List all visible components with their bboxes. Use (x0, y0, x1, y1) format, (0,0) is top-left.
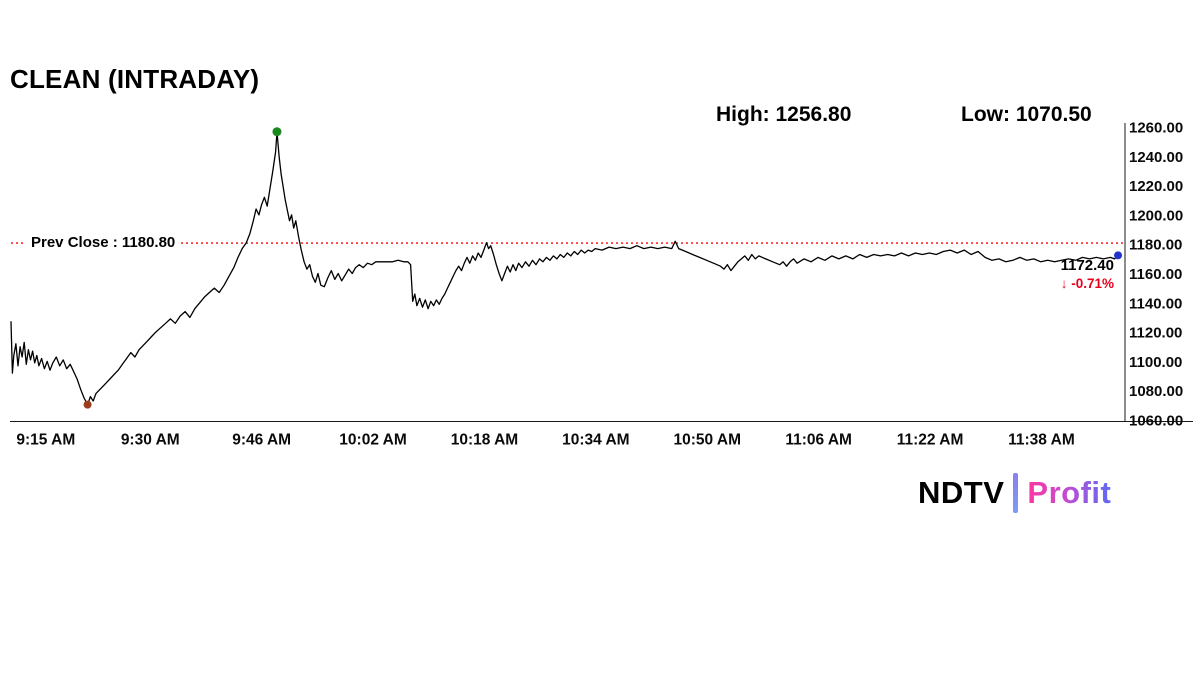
x-tick-label: 9:46 AM (232, 432, 291, 449)
y-tick-label: 1120.00 (1129, 325, 1182, 342)
low-marker (83, 400, 92, 409)
logo-separator-bar (1013, 473, 1019, 513)
x-tick-label: 10:34 AM (562, 432, 629, 449)
price-line (10, 131, 1119, 406)
x-tick-label: 9:15 AM (16, 432, 75, 449)
ndtv-wordmark: NDTV (918, 475, 1005, 510)
y-tick-label: 1060.00 (1129, 413, 1183, 430)
y-tick-label: 1180.00 (1129, 237, 1182, 254)
y-tick-label: 1200.00 (1129, 207, 1183, 224)
prev-close-label: Prev Close : 1180.80 (26, 233, 181, 253)
high-marker (272, 127, 282, 137)
last-price-box: 1172.40 ↓ -0.71% (1030, 257, 1114, 292)
last-price-label: 1172.40 (1060, 257, 1114, 274)
x-tick-label: 9:30 AM (121, 432, 180, 449)
y-tick-label: 1100.00 (1129, 354, 1182, 371)
y-tick-label: 1140.00 (1129, 295, 1182, 312)
x-tick-label: 11:38 AM (1008, 432, 1075, 449)
page-title: CLEAN (INTRADAY) (10, 64, 260, 94)
y-tick-label: 1220.00 (1129, 178, 1183, 195)
y-tick-label: 1240.00 (1129, 149, 1183, 166)
ndtv-profit-logo: NDTV Profit (918, 473, 1111, 513)
x-tick-label: 10:50 AM (674, 432, 741, 449)
x-tick-label: 10:02 AM (339, 432, 406, 449)
price-change-label: ↓ -0.71% (1060, 276, 1114, 291)
low-value-label: Low: 1070.50 (961, 103, 1092, 126)
y-tick-label: 1160.00 (1129, 266, 1182, 283)
x-tick-label: 11:06 AM (785, 432, 852, 449)
x-tick-label: 11:22 AM (897, 432, 964, 449)
last-price-marker (1114, 251, 1123, 260)
y-tick-label: 1260.00 (1129, 120, 1183, 137)
y-tick-label: 1080.00 (1129, 383, 1183, 400)
profit-wordmark: Profit (1027, 475, 1112, 510)
x-tick-label: 10:18 AM (451, 432, 518, 449)
high-value-label: High: 1256.80 (716, 103, 852, 126)
